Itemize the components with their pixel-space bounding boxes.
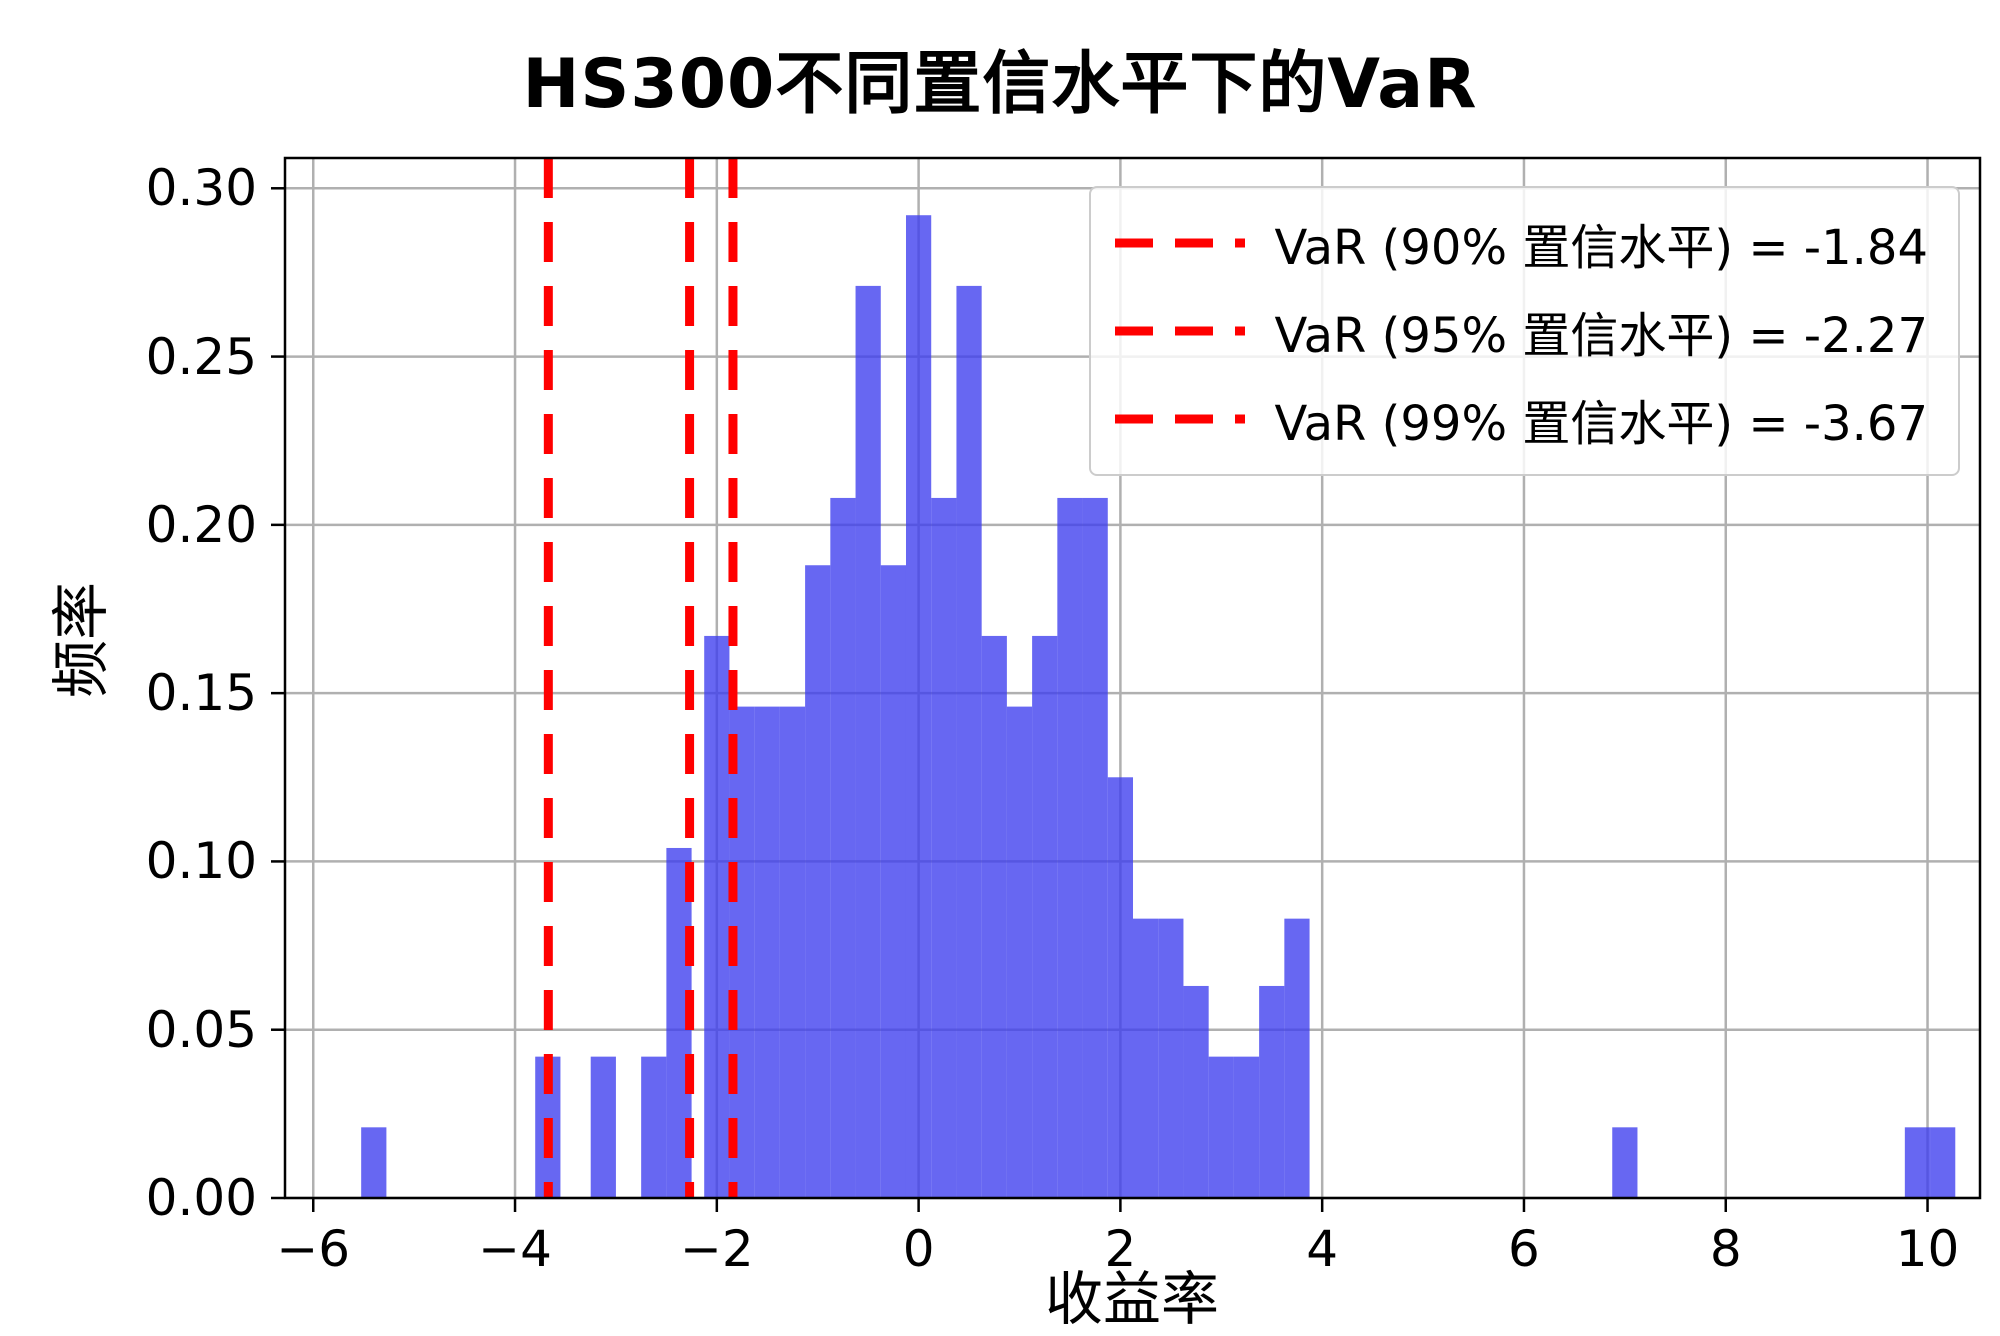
histogram-bar <box>1259 985 1285 1198</box>
axes-frame <box>283 156 1982 1200</box>
x-tick-label: −6 <box>276 1220 351 1278</box>
legend-dash-sample-icon <box>1114 414 1245 424</box>
histogram-bar <box>1233 1056 1260 1198</box>
y-tick-label: 0.00 <box>145 1169 257 1227</box>
legend-dash-sample-icon <box>1114 326 1245 336</box>
x-tick-label: 0 <box>902 1220 935 1278</box>
chart-title: HS300不同置信水平下的VaR <box>522 45 1478 124</box>
y-tick-label: 0.05 <box>145 1000 257 1059</box>
histogram-bar <box>1284 918 1310 1198</box>
y-tick-label: 0.15 <box>145 664 257 723</box>
histogram-bar <box>1183 985 1209 1198</box>
x-tick-label: 8 <box>1709 1220 1742 1278</box>
x-tick-label: −2 <box>679 1220 754 1278</box>
histogram-bar <box>704 635 730 1198</box>
histogram-bar <box>361 1127 387 1198</box>
histogram-bar <box>855 285 881 1198</box>
x-tick-label: 6 <box>1508 1220 1540 1278</box>
histogram-bar <box>1904 1127 1931 1198</box>
histogram-bar <box>956 285 982 1198</box>
histogram-bar <box>590 1056 616 1198</box>
histogram-bar <box>754 706 780 1198</box>
y-tick-label: 0.20 <box>145 495 257 554</box>
x-tick-label: −4 <box>478 1220 552 1278</box>
histogram-bar <box>1208 1056 1234 1198</box>
x-axis-label: 收益率 <box>1044 1265 1220 1333</box>
histogram-bar <box>641 1056 667 1198</box>
histogram-bar <box>1107 777 1134 1198</box>
legend: VaR (90% 置信水平) = -1.84 VaR (95% 置信水平) = -… <box>1088 186 1960 476</box>
histogram-bar <box>805 565 831 1198</box>
histogram-bar <box>779 706 806 1198</box>
y-axis-label: 频率 <box>47 581 116 699</box>
histogram-bar <box>1057 497 1083 1198</box>
histogram-bar <box>1930 1127 1956 1198</box>
histogram-bar <box>1133 918 1159 1198</box>
histogram-bar <box>931 497 957 1198</box>
x-tick-label: 2 <box>1104 1220 1137 1278</box>
legend-entry-label: VaR (95% 置信水平) = -2.27 <box>1274 308 1928 364</box>
histogram-bar <box>1612 1127 1638 1198</box>
histogram-bar <box>1032 635 1058 1198</box>
legend-entry: VaR (99% 置信水平) = -3.67 <box>1114 380 1928 458</box>
histogram-bar <box>981 635 1007 1198</box>
legend-dash-sample-icon <box>1114 238 1245 248</box>
histogram-bar <box>1006 706 1033 1198</box>
y-tick-label: 0.25 <box>145 327 257 386</box>
histogram-bar <box>1158 918 1184 1198</box>
legend-entry: VaR (95% 置信水平) = -2.27 <box>1114 292 1928 370</box>
x-tick-label: 10 <box>1895 1220 1960 1278</box>
legend-entry: VaR (90% 置信水平) = -1.84 <box>1114 204 1928 282</box>
y-tick-label: 0.30 <box>145 159 257 218</box>
x-tick-label: 4 <box>1306 1220 1339 1278</box>
legend-entry-label: VaR (90% 置信水平) = -1.84 <box>1274 220 1928 276</box>
histogram-bar <box>830 497 856 1198</box>
histogram-bar <box>880 565 906 1198</box>
histogram-bar <box>1082 497 1108 1198</box>
histogram-bar <box>905 215 932 1199</box>
y-tick-label: 0.10 <box>145 832 257 891</box>
legend-entry-label: VaR (99% 置信水平) = -3.67 <box>1274 396 1928 452</box>
